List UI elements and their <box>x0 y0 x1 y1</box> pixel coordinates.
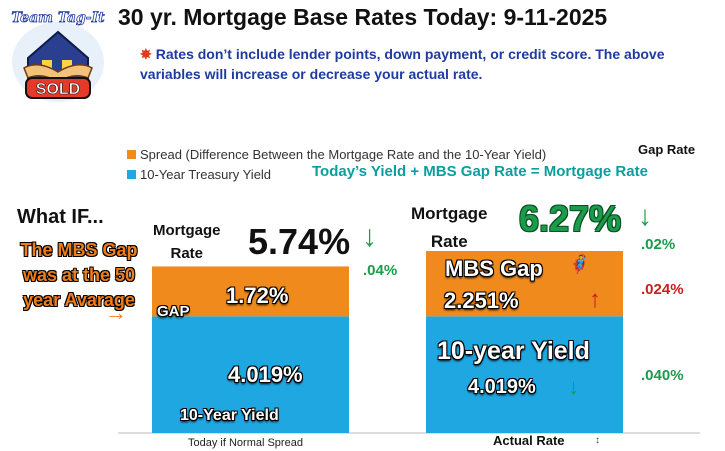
data-label-yield-normal: 4.019% <box>228 362 303 387</box>
category-label-actual: Actual Rate <box>493 433 565 448</box>
arrow-down-icon: ↓ <box>362 220 377 253</box>
rate-change-normal: .04% <box>363 262 398 279</box>
superhero-icon: 🦸 <box>568 254 591 274</box>
bar-yield-normal <box>152 316 349 433</box>
arrow-down-icon: ↓ <box>638 200 652 231</box>
logo-team-text: Team Tag-It <box>11 10 105 26</box>
data-label-yield-actual: 4.019% <box>468 376 536 398</box>
mbs-gap-note: The MBS Gap was at the 50 year Avarage <box>20 240 138 310</box>
yield-label-normal: 10-Year Yield <box>180 407 279 424</box>
mortgage-rate-label-actual: Mortgage Rate <box>411 200 488 256</box>
yield-change-actual: .040% <box>641 367 684 384</box>
arrow-up-icon: ↑ <box>589 286 601 313</box>
bar-spread-actual <box>426 251 623 317</box>
mortgage-label-line1: Mortgage <box>153 222 221 239</box>
page-title: 30 yr. Mortgage Base Rates Today: 9-11-2… <box>118 4 608 30</box>
mbs-gap-label: MBS Gap <box>445 256 543 281</box>
window-icon <box>42 60 52 70</box>
legend-swatch-yield <box>127 170 136 179</box>
what-if-heading: What IF... <box>17 206 104 228</box>
bars-group <box>152 251 623 433</box>
category-label-normal: Today if Normal Spread <box>188 437 303 449</box>
legend-label-yield: 10-Year Treasury Yield <box>140 167 272 182</box>
gap-label: GAP <box>157 303 190 320</box>
disclaimer-subtitle: ✸ Rates don’t include lender points, down… <box>140 44 700 84</box>
bar-spread-normal <box>152 266 349 317</box>
handshake-icon <box>23 64 93 83</box>
mortgage-label-line1: Mortgage <box>411 204 488 223</box>
burst-icon: ✸ <box>140 46 152 62</box>
legend-swatch-spread <box>127 150 136 159</box>
gap-change-actual: .024% <box>641 281 684 298</box>
mortgage-rate-actual: 6.27% <box>519 198 622 239</box>
data-label-spread-actual: 2.251% <box>444 288 519 313</box>
bar-yield-actual <box>426 316 623 433</box>
legend-label-spread: Spread (Difference Between the Mortgage … <box>140 147 547 162</box>
sold-banner <box>25 77 91 99</box>
disclaimer-text: Rates don’t include lender points, down … <box>140 46 665 82</box>
mortgage-rate-label-normal: Mortgage Rate <box>153 219 221 265</box>
mortgage-rate-normal: 5.74% <box>248 221 351 262</box>
legend-item-yield: 10-Year Treasury Yield <box>127 167 271 182</box>
mortgage-label-line2: Rate <box>430 232 468 251</box>
arrow-right-icon: → <box>105 300 127 325</box>
yield-label-actual: 10-year Yield <box>437 337 590 365</box>
logo-sold-text: SOLD <box>36 81 80 98</box>
gap-rate-header: Gap Rate <box>638 142 696 157</box>
rate-change-actual: .02% <box>641 236 676 253</box>
legend-item-spread: Spread (Difference Between the Mortgage … <box>127 147 546 162</box>
rate-formula: Today’s Yield + MBS Gap Rate = Mortgage … <box>312 163 648 180</box>
arrow-down-icon: ↓ <box>568 374 579 399</box>
mortgage-label-line2: Rate <box>170 245 203 262</box>
data-label-spread-normal: 1.72% <box>226 283 289 308</box>
window-icon <box>62 60 72 70</box>
cursor-mark-icon: ↕ <box>595 435 600 446</box>
team-tag-it-sold-logo: SOLD Team Tag-It <box>11 10 106 102</box>
